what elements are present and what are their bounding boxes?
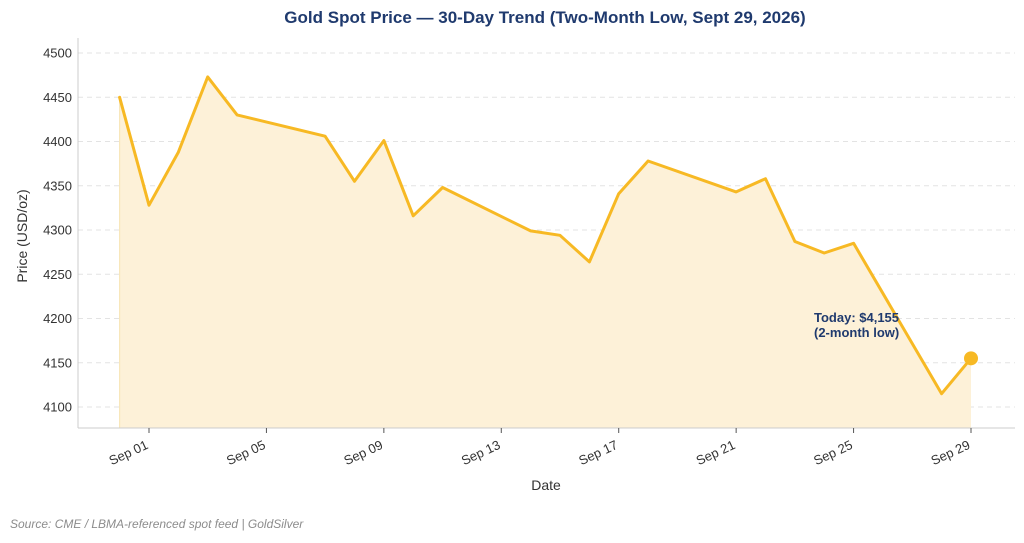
y-tick-label: 4400 (43, 134, 72, 149)
data-point (588, 260, 591, 264)
axes (77, 38, 1015, 433)
x-tick-label: Sep 21 (694, 437, 738, 468)
data-point (441, 186, 444, 189)
y-tick-label: 4350 (43, 178, 72, 193)
y-tick-label: 4100 (43, 400, 72, 415)
x-tick-label: Sep 17 (576, 437, 620, 468)
today-marker (964, 351, 978, 366)
data-point (529, 229, 532, 233)
annotation-line-2: (2-month low) (814, 325, 899, 340)
data-point (177, 150, 180, 154)
data-point (323, 134, 327, 138)
chart-title: Gold Spot Price — 30-Day Trend (Two-Mont… (284, 8, 805, 27)
data-point (734, 190, 738, 194)
y-tick-labels: 4100 4150 4200 4250 4300 4350 4400 4450 4500 (43, 46, 72, 415)
data-point (852, 242, 855, 245)
data-point (764, 177, 767, 180)
data-point (147, 204, 151, 207)
x-tick-label: Sep 05 (224, 437, 268, 468)
price-line-layer (118, 75, 973, 396)
data-point (940, 392, 943, 395)
annotation-line-1: Today: $4,155 (814, 310, 899, 325)
data-point (823, 251, 826, 255)
y-tick-label: 4250 (43, 267, 72, 282)
source-note: Source: CME / LBMA-referenced spot feed … (10, 517, 304, 531)
y-tick-label: 4150 (43, 355, 72, 370)
y-axis-label: Price (USD/oz) (14, 189, 30, 282)
data-point (118, 96, 121, 99)
data-point (353, 180, 356, 183)
price-area (119, 76, 972, 429)
data-point (412, 214, 415, 218)
y-tick-label: 4200 (43, 311, 72, 326)
x-axis-label: Date (531, 477, 561, 493)
x-tick-label: Sep 29 (929, 437, 973, 468)
data-point (235, 113, 239, 117)
x-tick-label: Sep 25 (811, 437, 855, 468)
marker-layer (964, 351, 978, 366)
data-point (558, 234, 562, 237)
price-area-fill (119, 76, 972, 429)
y-tick-label: 4500 (43, 46, 72, 61)
x-tick-label: Sep 09 (341, 437, 385, 468)
data-point (646, 159, 650, 163)
x-tick-label: Sep 01 (107, 437, 151, 468)
data-point (206, 75, 209, 79)
y-tick-label: 4450 (43, 90, 72, 105)
x-tick-label: Sep 13 (459, 437, 503, 468)
price-line (118, 75, 973, 396)
annotation-today: Today: $4,155 (2-month low) (814, 310, 903, 340)
data-point (793, 240, 797, 243)
data-point (617, 192, 620, 195)
x-tick-labels: Sep 01 Sep 05 Sep 09 Sep 13 Sep 17 Sep 21 Sep … (107, 437, 973, 468)
data-point (382, 139, 386, 142)
y-tick-label: 4300 (43, 223, 72, 238)
